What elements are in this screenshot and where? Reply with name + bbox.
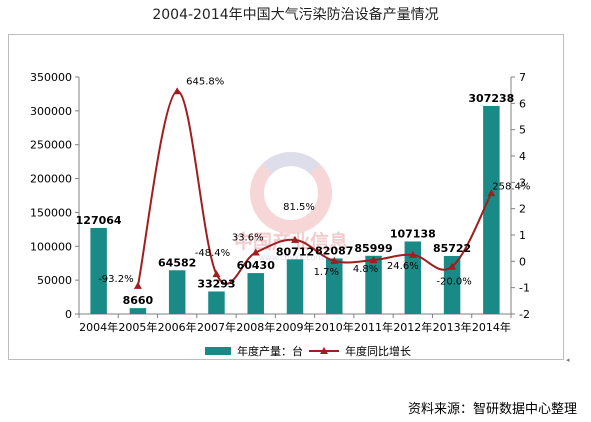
bar-production <box>286 259 304 314</box>
bar-value-label: 85722 <box>433 242 471 255</box>
left-tick-label: 0 <box>65 308 72 321</box>
axes: 0 50000 100000 150000 200000 250000 300000 3500… <box>30 71 530 334</box>
left-tick-label: 150000 <box>30 206 72 219</box>
growth-marker <box>408 250 417 258</box>
x-tick-label: 2013年 <box>433 320 472 334</box>
growth-value-label: 24.6% <box>387 261 419 272</box>
x-tick-label: 2008年 <box>236 320 275 334</box>
bar-production <box>129 308 147 314</box>
x-tick-label: 2007年 <box>197 320 236 334</box>
chart-title: 2004-2014年中国大气污染防治设备产量情况 <box>152 7 439 23</box>
legend-line-label: 年度同比增长 <box>345 344 411 358</box>
bar-value-label: 127064 <box>76 214 122 227</box>
chart-frame: 中国产业信息 www.chyxx.com 0 50000 100000 150000 2… <box>8 34 564 360</box>
bar-value-label: 307238 <box>468 92 514 105</box>
growth-value-label: -20.0% <box>436 277 471 288</box>
x-tick-label: 2009年 <box>276 320 315 334</box>
right-tick-label: 3 <box>519 176 526 189</box>
bar-value-label: 8660 <box>123 294 154 307</box>
source-note: 资料来源：智研数据中心整理 <box>407 402 577 417</box>
svg-text:www.chyxx.com: www.chyxx.com <box>259 253 324 262</box>
bar-production <box>365 255 382 314</box>
bar-value-label: 64582 <box>158 256 196 269</box>
bar-value-label: 85999 <box>354 242 392 255</box>
x-tick-label: 2004年 <box>79 320 118 334</box>
x-tick-label: 2014年 <box>472 320 511 334</box>
growth-marker <box>173 87 182 95</box>
growth-marker <box>487 189 496 197</box>
legend-line-marker <box>320 347 328 354</box>
growth-marker <box>212 270 221 278</box>
left-tick-label: 250000 <box>30 139 72 152</box>
bar-production <box>404 241 422 314</box>
growth-value-label: -93.2% <box>98 274 133 285</box>
right-tick-label: 2 <box>519 203 526 216</box>
right-tick-label: -2 <box>519 308 530 321</box>
right-tick-label: -1 <box>519 282 530 295</box>
line-series <box>133 87 496 289</box>
left-tick-label: 300000 <box>30 105 72 118</box>
bar-value-label: 60430 <box>237 259 276 272</box>
bar-production <box>326 258 343 314</box>
bar-value-label: 33293 <box>197 277 235 290</box>
growth-marker <box>330 256 339 264</box>
bar-value-label: 80712 <box>276 245 314 258</box>
bar-value-label: 107138 <box>390 227 436 240</box>
growth-marker <box>448 262 457 270</box>
bar-production <box>90 227 107 314</box>
right-tick-label: 6 <box>519 97 526 110</box>
svg-text:中国产业信息: 中国产业信息 <box>234 230 348 253</box>
legend-bar-label: 年度产量：台 <box>237 344 303 358</box>
right-tick-label: 7 <box>519 71 526 84</box>
growth-marker <box>369 256 378 264</box>
growth-value-label: 81.5% <box>283 202 315 213</box>
bar-production <box>483 105 500 314</box>
growth-marker <box>133 281 142 289</box>
bar-value-label: 82087 <box>315 244 353 257</box>
bar-production <box>247 273 264 314</box>
left-tick-label: 350000 <box>30 71 72 84</box>
growth-value-label: 33.6% <box>232 232 264 243</box>
left-tick-label: 200000 <box>30 173 72 186</box>
bar-production <box>168 270 186 314</box>
legend: 年度产量：台 年度同比增长 <box>205 344 411 358</box>
growth-value-label: -48.4% <box>195 248 230 259</box>
growth-value-label: 1.7% <box>314 267 339 278</box>
growth-value-label: 4.8% <box>353 264 378 275</box>
x-tick-label: 2011年 <box>354 320 393 334</box>
right-tick-label: 4 <box>519 150 526 163</box>
x-tick-label: 2006年 <box>158 320 197 334</box>
legend-bar-swatch <box>205 347 231 355</box>
bar-production <box>443 255 461 314</box>
bar-series <box>90 105 500 314</box>
right-tick-label: 1 <box>519 229 526 242</box>
growth-marker <box>291 235 299 243</box>
x-tick-label: 2005年 <box>118 320 157 334</box>
right-tick-label: 0 <box>519 255 526 268</box>
growth-marker <box>251 248 260 256</box>
left-tick-label: 50000 <box>37 274 72 287</box>
growth-value-label: 258.4% <box>492 181 530 192</box>
chart: 中国产业信息 www.chyxx.com 0 50000 100000 150000 2… <box>30 71 531 358</box>
right-tick-label: 5 <box>519 124 526 137</box>
x-tick-label: 2010年 <box>315 320 354 334</box>
watermark-logo: 中国产业信息 www.chyxx.com <box>234 152 348 262</box>
bar-production <box>208 291 225 314</box>
resize-marker-icon: ◂ <box>566 356 570 364</box>
left-tick-label: 100000 <box>30 240 72 253</box>
growth-value-label: 645.8% <box>186 76 224 87</box>
x-tick-label: 2012年 <box>393 320 432 334</box>
